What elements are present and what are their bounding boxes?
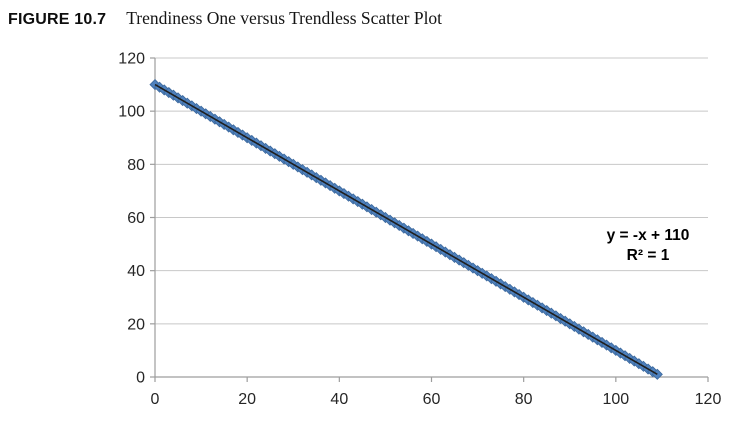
y-tick-labels: 0 20 40 60 80 100 120	[118, 51, 145, 387]
x-tick-label: 20	[238, 391, 256, 408]
y-tick-label: 120	[118, 51, 145, 68]
x-tick-label: 100	[602, 391, 629, 408]
y-tick-label: 20	[127, 316, 145, 333]
annotation-line: R² = 1	[627, 247, 670, 264]
figure-heading: FIGURE 10.7 Trendiness One versus Trendle…	[8, 8, 442, 29]
figure-title: Trendiness One versus Trendless Scatter …	[126, 8, 443, 28]
axes	[150, 57, 709, 382]
x-tick-label: 0	[151, 391, 160, 408]
trendline-annotation: y = -x + 110 R² = 1	[607, 227, 690, 264]
y-tick-label: 40	[127, 263, 145, 280]
y-tick-label: 80	[127, 157, 145, 174]
gridlines	[155, 57, 708, 325]
x-tick-label: 40	[330, 391, 348, 408]
x-tick-label: 120	[695, 391, 722, 408]
y-tick-label: 100	[118, 104, 145, 121]
y-tick-label: 0	[136, 370, 145, 387]
figure-label: FIGURE 10.7	[8, 11, 107, 28]
annotation-line: y = -x + 110	[607, 227, 690, 244]
trendline	[154, 83, 658, 376]
y-tick-label: 60	[127, 210, 145, 227]
x-tick-labels: 0 20 40 60 80 100 120	[151, 391, 722, 408]
x-tick-label: 60	[423, 391, 441, 408]
x-tick-label: 80	[515, 391, 533, 408]
